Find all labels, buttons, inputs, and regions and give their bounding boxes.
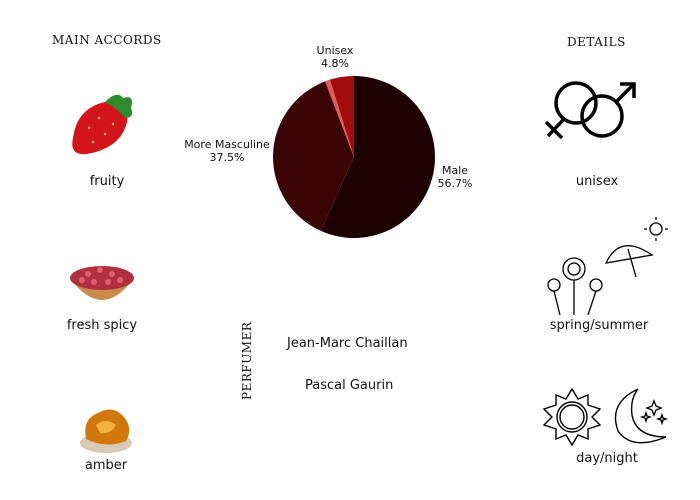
detail-label: spring/summer (549, 318, 649, 333)
accord-label: fresh spicy (66, 318, 138, 333)
pie-label-male: Male 56.7% (437, 164, 473, 190)
pie-label-more-masculine: More Masculine 37.5% (184, 138, 270, 164)
pie-slice-more-masculine (272, 81, 354, 231)
detail-label: day/night (576, 451, 638, 466)
sun-moon-icon (542, 387, 669, 447)
perfumer-name[interactable]: Jean-Marc Chaillan (287, 336, 408, 351)
flowers-umbrella-sun-icon (547, 217, 668, 315)
pink-pepper-bowl-icon (70, 266, 134, 300)
pie-slice-unlabeled (325, 79, 354, 157)
pie-label-unisex: Unisex 4.8% (316, 44, 354, 70)
perfumer-heading: Perfumer (240, 321, 254, 400)
accord-label: fruity (89, 174, 125, 189)
amber-icon (80, 409, 132, 453)
pie-slice-male (320, 76, 435, 239)
pie-slice-unisex (329, 76, 354, 157)
accord-label: amber (84, 458, 128, 473)
main-accords-heading: Main Accords (52, 33, 162, 47)
gender-symbols-icon (544, 81, 636, 140)
strawberry-icon (72, 94, 133, 155)
perfumer-name[interactable]: Pascal Gaurin (305, 378, 394, 393)
details-heading: Details (567, 35, 626, 49)
detail-label: unisex (575, 174, 619, 189)
